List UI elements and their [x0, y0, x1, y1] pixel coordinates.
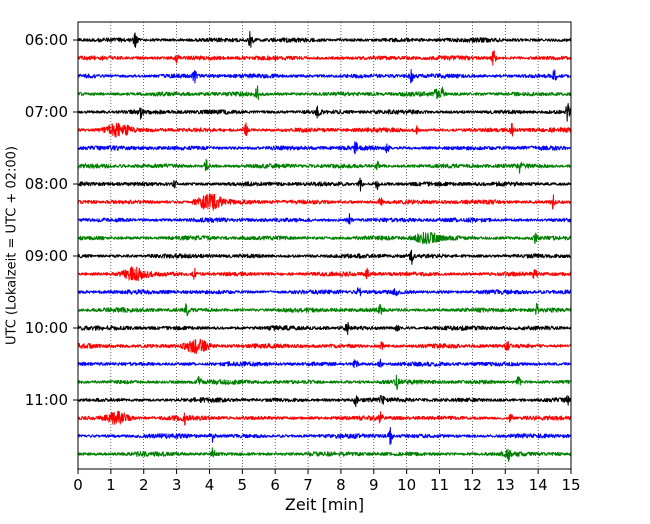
- trace-0730: [77, 141, 572, 155]
- trace-0945: [77, 302, 572, 317]
- grid-layer: [110, 22, 539, 469]
- trace-0745: [77, 158, 572, 174]
- trace-0630: [77, 69, 572, 84]
- trace-0845: [77, 231, 572, 245]
- x-tick-label: 6: [270, 476, 280, 494]
- axis-layer: 0 1 2 3 4 5 6 7 8 9 10 11 12 13 14 1506:0007:0008:0009:…: [25, 31, 581, 494]
- x-tick-label: 9: [369, 476, 379, 494]
- y-tick-label: 07:00: [25, 103, 68, 121]
- trace-1145: [77, 447, 572, 463]
- y-tick-label: 10:00: [25, 319, 68, 337]
- trace-0800: [77, 177, 572, 192]
- trace-0600: [77, 30, 572, 48]
- x-tick-label: 2: [139, 476, 149, 494]
- x-tick-label: 15: [561, 476, 580, 494]
- trace-1015: [77, 338, 572, 355]
- x-tick-label: 10: [397, 476, 416, 494]
- x-tick-label: 3: [172, 476, 182, 494]
- x-tick-label: 7: [303, 476, 313, 494]
- x-tick-label: 12: [463, 476, 482, 494]
- x-tick-label: 14: [529, 476, 548, 494]
- trace-1030: [77, 358, 572, 369]
- trace-0645: [77, 85, 572, 101]
- y-tick-label: 08:00: [25, 175, 68, 193]
- y-tick-label: 11:00: [25, 391, 68, 409]
- trace-0900: [77, 249, 572, 265]
- trace-0815: [77, 193, 572, 211]
- trace-0915: [77, 266, 572, 282]
- trace-0615: [77, 50, 572, 66]
- trace-1000: [77, 321, 572, 336]
- plot-frame: [77, 21, 572, 470]
- x-tick-label: 5: [238, 476, 248, 494]
- trace-0930: [77, 287, 572, 297]
- y-tick-label: 06:00: [25, 31, 68, 49]
- trace-0715: [77, 122, 572, 138]
- trace-layer: [77, 30, 572, 463]
- trace-1130: [77, 427, 572, 446]
- x-axis-label: Zeit [min]: [285, 495, 364, 514]
- x-tick-label: 4: [205, 476, 215, 494]
- x-tick-label: 8: [336, 476, 346, 494]
- trace-0700: [77, 103, 572, 122]
- trace-1115: [77, 410, 572, 426]
- x-tick-label: 0: [73, 476, 83, 494]
- y-axis-label: UTC (Lokalzeit = UTC + 02:00): [5, 146, 20, 345]
- x-tick-label: 1: [106, 476, 116, 494]
- y-tick-label: 09:00: [25, 247, 68, 265]
- trace-1045: [77, 374, 572, 391]
- trace-0830: [77, 213, 572, 225]
- x-tick-label: 11: [430, 476, 449, 494]
- trace-1100: [77, 394, 572, 408]
- x-tick-label: 13: [496, 476, 515, 494]
